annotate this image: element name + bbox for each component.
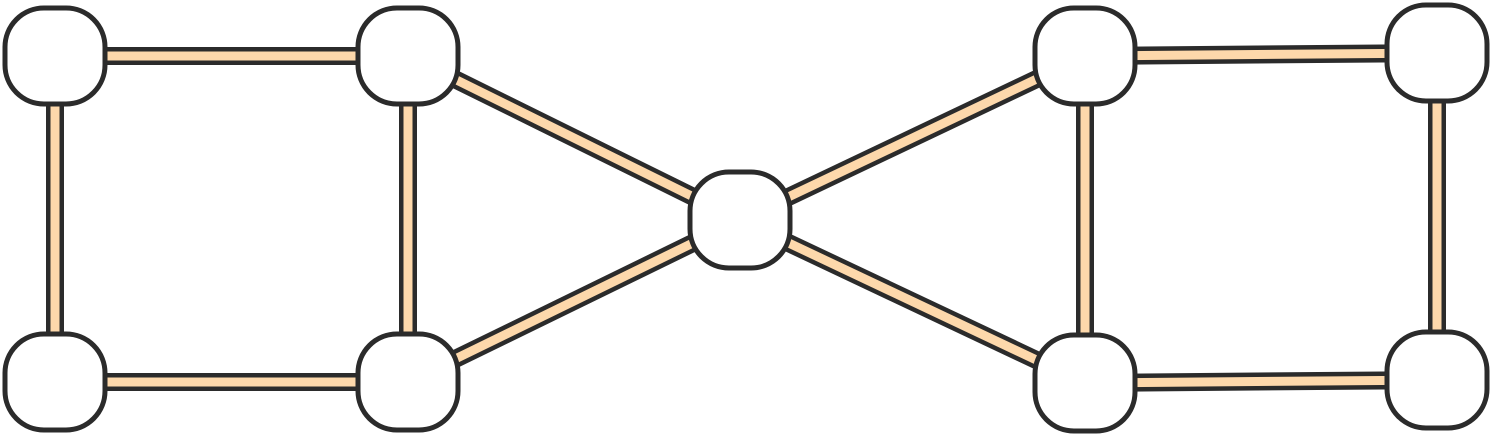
node-circle	[1032, 5, 1138, 107]
node-circle	[355, 5, 461, 107]
node-n2	[355, 5, 461, 107]
edge-fill	[738, 51, 1087, 225]
edge-n6-n8	[1084, 44, 1438, 65]
node-n8	[1384, 2, 1490, 104]
node-n9	[1384, 329, 1490, 431]
edge-fill	[406, 51, 742, 225]
node-circle	[1032, 332, 1138, 434]
edge-n2-n5	[404, 47, 744, 229]
node-circle	[1384, 2, 1490, 104]
edge-fill	[406, 215, 742, 387]
node-circle	[2, 331, 108, 433]
edge-n5-n7	[736, 211, 1089, 392]
node-n6	[1032, 5, 1138, 107]
edge-n5-n6	[736, 47, 1089, 229]
node-n7	[1032, 332, 1138, 434]
edge-fill	[1084, 375, 1438, 388]
node-n3	[2, 331, 108, 433]
node-circle	[355, 331, 461, 433]
node-n4	[355, 331, 461, 433]
edge-n7-n9	[1084, 371, 1438, 392]
edge-fill	[1084, 48, 1438, 61]
node-n1	[2, 5, 108, 107]
edge-fill	[738, 215, 1087, 388]
node-circle	[1384, 329, 1490, 431]
node-circle	[2, 5, 108, 107]
edge-n4-n5	[404, 211, 744, 391]
edges-layer	[46, 44, 1446, 392]
node-n5	[687, 169, 793, 271]
node-circle	[687, 169, 793, 271]
